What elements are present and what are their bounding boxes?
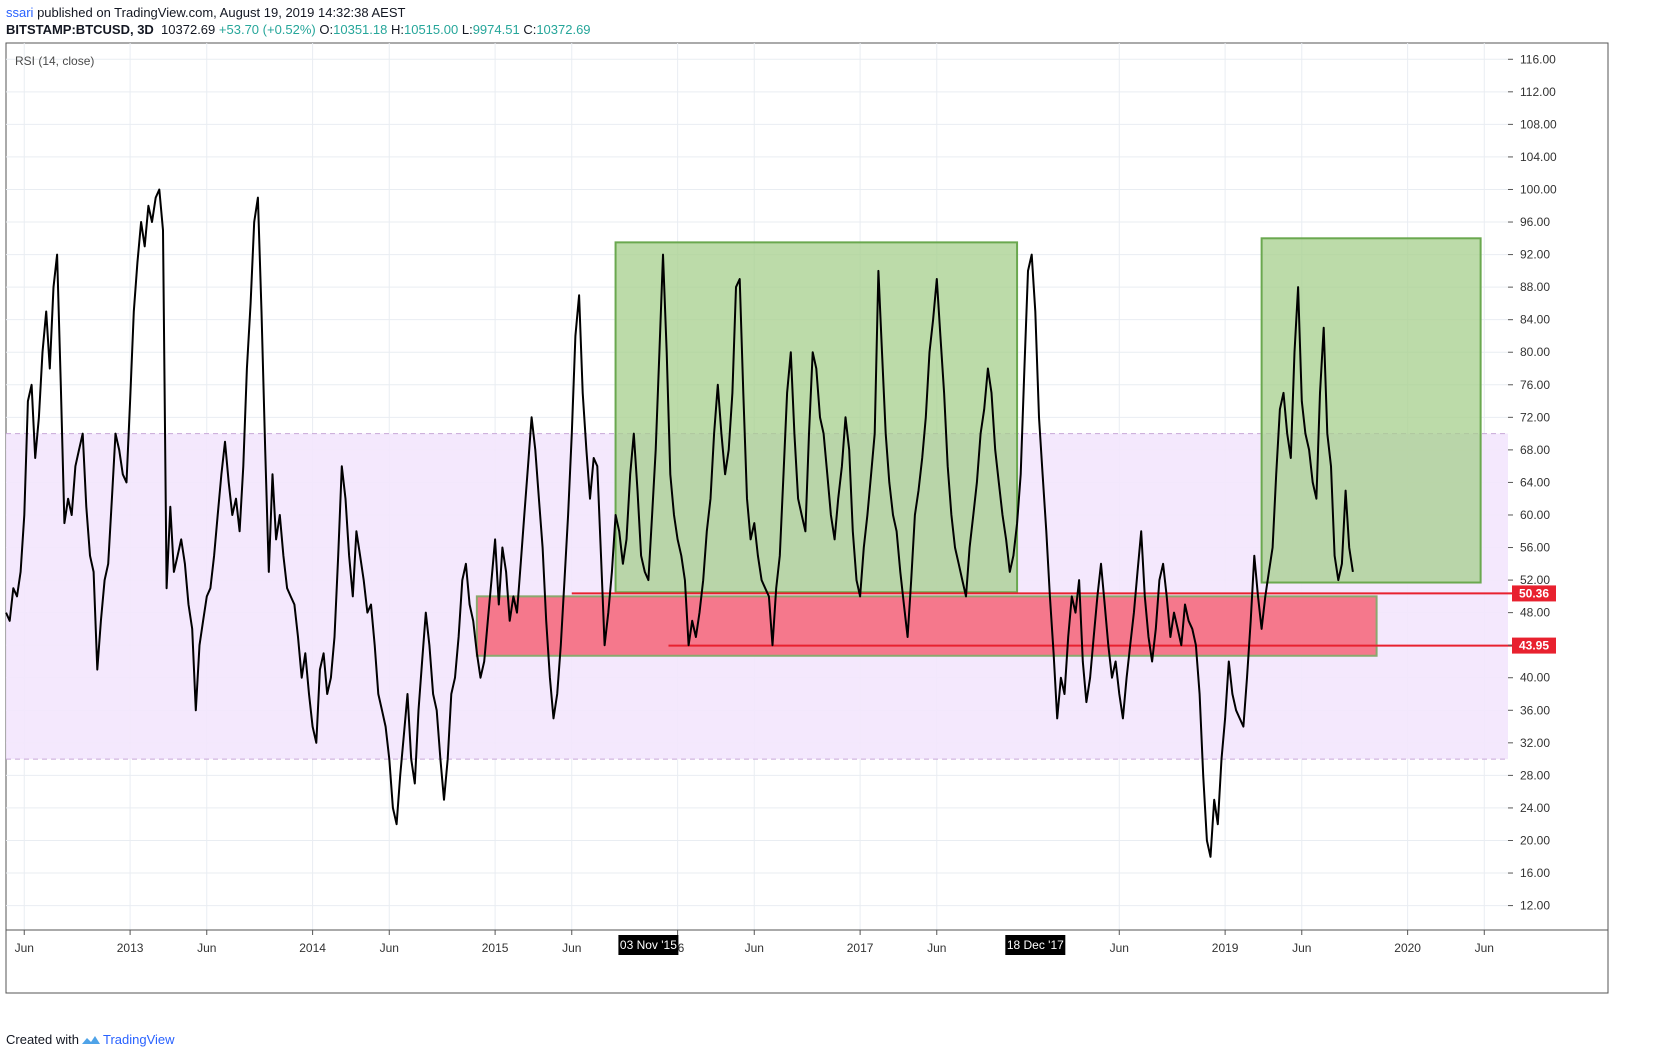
publisher-text: published on TradingView.com, August 19,… <box>37 5 406 20</box>
y-tick-label: 64.00 <box>1520 475 1550 489</box>
y-tick-label: 52.00 <box>1520 573 1550 587</box>
horizontal-levels[interactable] <box>571 592 1512 647</box>
x-tick-label: 2020 <box>1394 941 1421 955</box>
open-label: O: <box>319 22 334 37</box>
y-tick-label: 108.00 <box>1520 117 1557 131</box>
x-tick-label: Jun <box>380 941 399 955</box>
created-with-text: Created with <box>6 1032 79 1047</box>
close-label: C: <box>523 22 537 37</box>
level-label-text: 50.36 <box>1519 586 1549 600</box>
y-tick-label: 116.00 <box>1520 52 1556 66</box>
level-price-labels: 50.36 43.95 <box>1512 585 1556 654</box>
y-tick-label: 32.00 <box>1520 736 1550 750</box>
y-tick-label: 104.00 <box>1520 150 1557 164</box>
level-label-text: 43.95 <box>1519 639 1549 653</box>
x-axis-ticks: Jun2013Jun2014Jun2015Jun16Jun2017JunJun2… <box>6 929 1608 955</box>
y-tick-label: 100.00 <box>1520 182 1557 196</box>
symbol-label: BITSTAMP:BTCUSD, 3D <box>6 22 154 37</box>
x-tick-label: Jun <box>197 941 216 955</box>
price-change: +53.70 (+0.52%) <box>218 22 316 37</box>
y-tick-label: 68.00 <box>1520 443 1550 457</box>
x-tick-label: Jun <box>1475 941 1494 955</box>
y-tick-label: 72.00 <box>1520 410 1550 424</box>
rsi-series-line <box>5 188 1354 858</box>
x-tick-label: 2013 <box>117 941 144 955</box>
level-label-bg <box>1512 637 1556 654</box>
high-label: H: <box>390 22 404 37</box>
y-axis-ticks: 116.00 112.00 108.00 104.00 100.00 96.00 92.00… <box>1508 52 1557 913</box>
x-marker-bg <box>618 935 679 955</box>
y-tick-label: 48.00 <box>1520 606 1550 620</box>
x-tick-label: Jun <box>927 941 946 955</box>
y-tick-label: 60.00 <box>1520 508 1550 522</box>
last-price: 10372.69 <box>161 22 216 37</box>
x-marker-label: 18 Dec '17 <box>1007 938 1064 952</box>
y-tick-label: 112.00 <box>1520 85 1556 99</box>
footer: Created with TradingView <box>6 1032 175 1048</box>
level-label-bg <box>1512 585 1556 602</box>
x-tick-label: Jun <box>1110 941 1129 955</box>
green-zone-box <box>1260 237 1482 584</box>
x-tick-label: 2014 <box>299 941 326 955</box>
x-marker-bg <box>1005 935 1066 955</box>
symbol-info-bar: BITSTAMP:BTCUSD, 3D 10372.69 +53.70 (+0.… <box>6 22 591 37</box>
y-tick-label: 36.00 <box>1520 703 1550 717</box>
high-value: 10515.00 <box>403 22 459 37</box>
y-tick-label: 28.00 <box>1520 768 1550 782</box>
open-value: 10351.18 <box>333 22 388 37</box>
tradingview-brand-link[interactable]: TradingView <box>102 1032 175 1047</box>
x-axis-markers: 03 Nov '15 18 Dec '17 <box>618 935 1066 955</box>
publication-info: ssari published on TradingView.com, Augu… <box>6 5 405 20</box>
publisher-user-link[interactable]: ssari <box>6 5 34 20</box>
low-label: L: <box>461 22 473 37</box>
x-tick-label: Jun <box>562 941 581 955</box>
y-tick-label: 20.00 <box>1520 833 1550 847</box>
close-value: 10372.69 <box>536 22 591 37</box>
green-zone-box <box>614 241 1019 594</box>
y-tick-label: 88.00 <box>1520 280 1550 294</box>
x-tick-label: Jun <box>745 941 764 955</box>
y-tick-label: 96.00 <box>1520 215 1550 229</box>
x-marker-label: 03 Nov '15 <box>620 938 677 952</box>
y-tick-label: 80.00 <box>1520 345 1550 359</box>
y-tick-label: 76.00 <box>1520 378 1550 392</box>
y-tick-label: 16.00 <box>1520 866 1550 880</box>
y-tick-label: 40.00 <box>1520 671 1550 685</box>
indicator-label: RSI (14, close) <box>15 54 94 68</box>
y-tick-label: 84.00 <box>1520 313 1550 327</box>
x-tick-label: Jun <box>1292 941 1311 955</box>
y-tick-label: 12.00 <box>1520 899 1550 913</box>
x-tick-label: 2019 <box>1212 941 1239 955</box>
x-tick-label: Jun <box>15 941 34 955</box>
x-tick-label: 2015 <box>482 941 509 955</box>
y-tick-label: 24.00 <box>1520 801 1550 815</box>
red-zone-box <box>475 595 1378 657</box>
low-value: 9974.51 <box>472 22 520 37</box>
y-tick-label: 56.00 <box>1520 541 1550 555</box>
y-tick-label: 92.00 <box>1520 248 1550 262</box>
x-tick-label: 2017 <box>847 941 874 955</box>
tradingview-logo-icon <box>81 1035 100 1044</box>
